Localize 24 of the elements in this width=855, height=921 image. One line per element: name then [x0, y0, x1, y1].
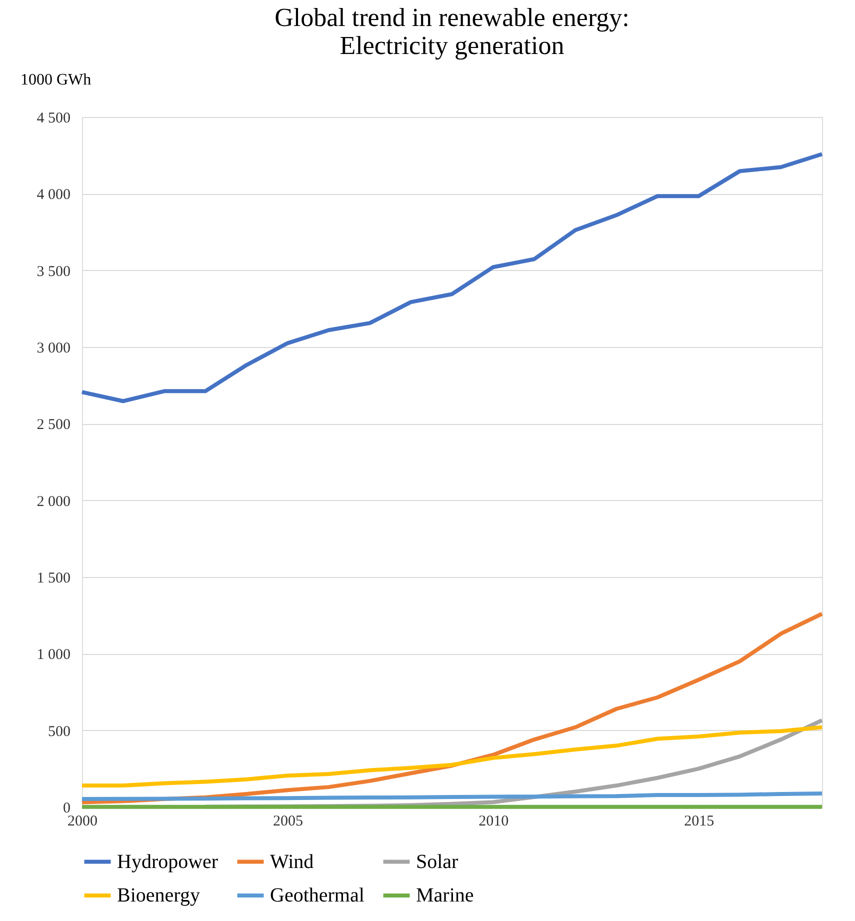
x-tick-label: 2015 [684, 814, 714, 830]
y-tick-label: 4 500 [36, 110, 70, 126]
y-tick-label: 1 000 [36, 647, 70, 664]
y-tick-label: 4 000 [36, 187, 70, 204]
x-tick-label: 2000 [68, 814, 98, 830]
y-tick-label: 0 [63, 800, 70, 816]
y-tick-label: 2 000 [36, 494, 70, 510]
chart-title: Global trend in renewable energy: Electricity generation [274, 3, 630, 60]
y-axis-title: 1000 GWh [20, 72, 92, 88]
legend-label: Geothermal [270, 884, 365, 906]
y-tick-label: 1 500 [36, 570, 70, 586]
x-tick-label: 2010 [478, 814, 509, 830]
legend-label: Solar [416, 850, 459, 873]
line-series [80, 152, 824, 404]
line-series [80, 725, 824, 788]
legend-label: Hydropower [117, 850, 218, 873]
y-tick-label: 2 500 [36, 417, 70, 434]
legend-label: Marine [416, 884, 474, 906]
x-tick-label: 2005 [273, 814, 304, 830]
legend-label: Bioenergy [117, 884, 200, 906]
legend-label: Wind [270, 850, 314, 873]
y-tick-label: 3 000 [36, 340, 70, 356]
y-tick-label: 3 500 [36, 264, 70, 280]
y-tick-label: 500 [48, 724, 70, 740]
